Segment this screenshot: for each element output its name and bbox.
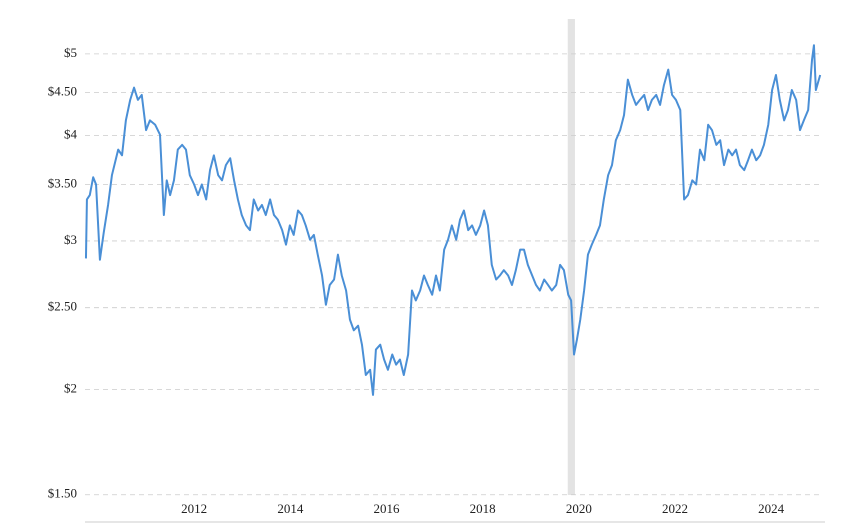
y-tick-label: $3 — [64, 232, 77, 247]
y-tick-label: $2.50 — [48, 299, 77, 314]
y-tick-label: $4 — [64, 127, 78, 142]
y-tick-label: $4.50 — [48, 83, 77, 98]
y-tick-label: $1.50 — [48, 486, 77, 501]
x-tick-label: 2014 — [277, 501, 304, 516]
x-tick-label: 2022 — [662, 501, 688, 516]
x-tick-label: 2018 — [470, 501, 496, 516]
x-tick-label: 2016 — [373, 501, 400, 516]
y-tick-label: $2 — [64, 380, 77, 395]
price-line — [84, 44, 822, 396]
x-tick-label: 2012 — [181, 501, 207, 516]
x-tick-label: 2020 — [566, 501, 592, 516]
y-tick-label: $3.50 — [48, 175, 77, 190]
x-tick-label: 2024 — [758, 501, 785, 516]
recession-band — [567, 19, 575, 495]
y-tick-label: $5 — [64, 45, 77, 60]
